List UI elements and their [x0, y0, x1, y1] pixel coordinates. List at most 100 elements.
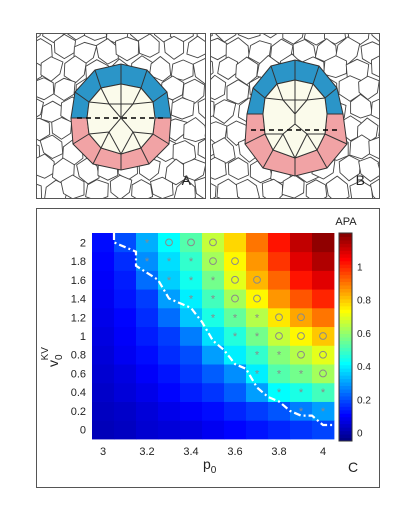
- star-marker: *: [167, 275, 172, 287]
- background-cell: [323, 55, 348, 78]
- heatmap-cell: [202, 382, 225, 402]
- colorbar-segment: [339, 260, 352, 265]
- background-cell: [109, 174, 133, 198]
- colorbar-segment: [339, 378, 352, 383]
- heatmap-cell: [158, 270, 181, 290]
- heatmap-cell: [224, 326, 247, 346]
- colorbar-segment: [339, 409, 352, 414]
- circle-marker: [231, 294, 239, 303]
- heatmap-cell: [92, 251, 115, 271]
- background-cell: [217, 56, 238, 80]
- heatmap-cell: [246, 307, 269, 328]
- heatmap-cell: [136, 307, 159, 328]
- heatmap-cell: [180, 420, 203, 440]
- background-cell: [213, 99, 237, 124]
- background-cell: [325, 175, 350, 198]
- heatmap-cell: [92, 420, 115, 440]
- heatmap-cell: [180, 251, 203, 271]
- circle-marker: [165, 238, 173, 247]
- colorbar-segment: [339, 271, 352, 276]
- heatmap-cell: [202, 401, 225, 421]
- tissue-svg-a: [37, 34, 205, 198]
- heatmap-cell: [114, 270, 137, 290]
- heatmap-cell: [268, 326, 291, 346]
- colorbar-segment: [339, 392, 352, 397]
- heatmap-cell: [312, 307, 335, 328]
- heatmap-cell: [158, 233, 181, 253]
- heatmap-cell: [246, 289, 269, 309]
- heatmap-cell: [268, 401, 291, 421]
- circle-marker: [275, 313, 283, 322]
- heatmap-cell: [290, 307, 313, 328]
- colorbar-segment: [339, 278, 352, 283]
- heatmap-cell: [180, 307, 203, 328]
- star-marker: *: [145, 237, 150, 249]
- heatmap-cell: [290, 251, 313, 271]
- background-cell: [154, 34, 176, 43]
- heatmap-cell: [92, 326, 115, 346]
- heatmap-cell: [180, 364, 203, 384]
- heatmap-cell: [290, 420, 313, 440]
- star-marker: *: [211, 312, 216, 324]
- colorbar-segment: [339, 330, 352, 335]
- star-marker: *: [255, 350, 260, 362]
- background-cell: [37, 117, 51, 142]
- background-cell: [211, 100, 215, 118]
- heatmap-cell: [224, 307, 247, 328]
- heatmap-cell: [180, 401, 203, 421]
- colorbar-segment: [339, 434, 352, 439]
- background-cell: [192, 58, 205, 85]
- heatmap-cell: [268, 382, 291, 402]
- heatmap-cell: [92, 345, 115, 365]
- heatmap-cell: [158, 326, 181, 346]
- heatmap-cell: [92, 401, 115, 421]
- background-cell: [53, 34, 76, 60]
- heatmap-cell: [114, 364, 137, 384]
- colorbar-segment: [339, 239, 352, 244]
- heatmap-cell: [136, 420, 159, 440]
- background-cell: [377, 162, 379, 169]
- background-cell: [37, 153, 55, 179]
- background-cell: [262, 34, 278, 39]
- colorbar-segment: [339, 340, 352, 345]
- colorbar-segment: [339, 427, 352, 432]
- background-cell: [370, 98, 379, 120]
- colorbar-segment: [339, 274, 352, 279]
- circle-marker: [319, 332, 327, 340]
- heatmap-cell: [114, 289, 137, 309]
- heatmap-cell: [158, 307, 181, 328]
- circle-marker: [253, 275, 261, 284]
- background-cell: [368, 136, 379, 160]
- colorbar-frame: [338, 232, 353, 442]
- colorbar-ticks: 0 0.2 0.4 0.6 0.8 1: [357, 262, 371, 439]
- heatmap-cell: [268, 251, 291, 271]
- colorbar-segment: [339, 371, 352, 376]
- colorbar-tick-label: 0.6: [357, 329, 371, 340]
- heatmap-cell: [246, 382, 269, 402]
- background-cell: [324, 34, 347, 45]
- colorbar-segment: [339, 420, 352, 425]
- star-marker: *: [321, 387, 326, 399]
- star-marker: *: [299, 368, 304, 380]
- colorbar-segment: [339, 253, 352, 258]
- background-cell: [149, 176, 174, 198]
- colorbar-segment: [339, 354, 352, 359]
- circle-marker: [319, 369, 327, 378]
- background-cell: [51, 117, 73, 140]
- circle-marker: [231, 275, 239, 284]
- heatmap-cell: [290, 289, 313, 309]
- heatmap-cell: [114, 345, 137, 365]
- star-marker: *: [189, 256, 194, 268]
- heatmap-cell: [92, 233, 115, 253]
- heatmap-cell: [246, 233, 269, 253]
- heatmap-cell: [202, 326, 225, 346]
- heatmap-cell: [290, 382, 313, 402]
- heatmap-cell: [224, 270, 247, 290]
- heatmap-cell: [202, 270, 225, 290]
- cell-edges-b: [244, 60, 348, 176]
- background-cell: [211, 60, 214, 75]
- colorbar-segment: [339, 343, 352, 348]
- colorbar-segment: [339, 246, 352, 251]
- heatmap-cell: [290, 270, 313, 290]
- y-tick-label: 0: [80, 425, 86, 437]
